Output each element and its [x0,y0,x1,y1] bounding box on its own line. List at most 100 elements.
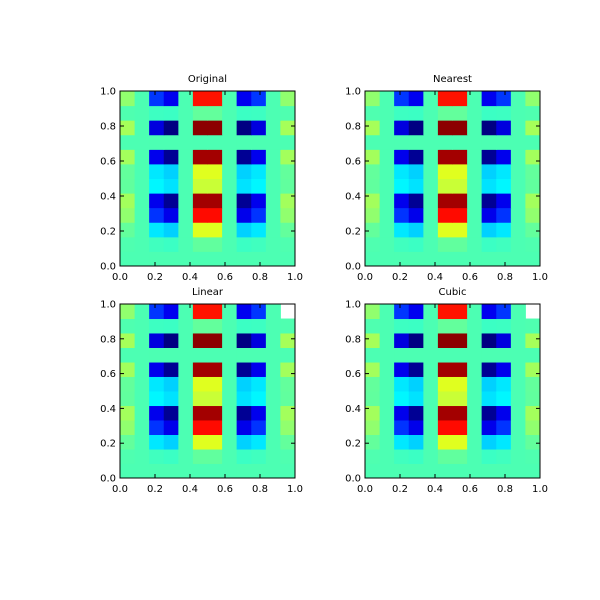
heat-cell [163,236,179,252]
heat-cell [236,449,252,464]
heat-cell [251,419,267,435]
heat-cell [120,449,136,464]
heat-cell [452,362,468,377]
heat-cell [222,178,238,194]
heat-cell [408,391,424,407]
heat-cell [510,318,526,334]
heat-cell [467,318,483,334]
heat-cell [525,405,541,421]
heat-cell [236,178,252,194]
y-tick-label: 0.8 [100,122,116,133]
heat-cell [265,332,281,348]
heat-cell [452,376,468,392]
heat-cell [207,332,223,348]
x-tick-label: 0.6 [462,484,478,495]
heat-cell [178,434,194,450]
heat-cell [452,134,468,150]
heat-cell [149,362,165,377]
axes-frame [119,303,296,479]
heat-cell [222,163,238,179]
heat-cell [467,419,483,435]
heat-cell [236,91,252,107]
heat-cell [134,178,150,194]
heat-cell [251,318,267,334]
heat-cell [207,251,223,267]
heat-cell [192,405,208,421]
heat-cell [510,178,526,194]
heat-cell [423,207,439,223]
heat-cell [452,332,468,348]
heat-cell [452,347,468,363]
heat-cell [365,149,381,165]
heat-cell [467,332,483,348]
heat-cell [394,149,410,165]
heat-cell [236,347,252,363]
heat-cell [120,419,136,435]
heat-cell [149,236,165,252]
heat-cell [408,149,424,165]
heat-cell [379,193,395,209]
heat-cell [379,207,395,223]
heat-cell [365,419,381,435]
heat-cell [365,405,381,421]
heat-cell [192,236,208,252]
heat-cell [178,120,194,136]
heat-cell [510,91,526,107]
heat-cell [265,362,281,377]
heat-cell [437,318,453,334]
heat-cell [365,391,381,407]
heat-cell [394,120,410,136]
heat-cell [408,222,424,238]
heat-cell [222,134,238,150]
x-tick-label: 0.2 [147,484,163,495]
heat-cell [437,105,453,121]
y-tick-label: 0.6 [345,369,361,380]
heat-cell [280,419,296,435]
heat-cell [525,251,541,267]
heat-cell [134,207,150,223]
heat-cell [437,463,453,479]
heat-cell [408,304,424,320]
heat-cell [280,134,296,150]
heat-cell [423,449,439,464]
x-tick-label: 0.8 [252,272,268,283]
heat-cell [510,391,526,407]
y-tick-label: 0.0 [100,262,116,273]
heat-cell [379,391,395,407]
heat-cell [394,304,410,320]
heat-cell [265,449,281,464]
heat-cell [481,362,497,377]
heat-cell [525,163,541,179]
heat-cell [365,362,381,377]
heat-cell [149,376,165,392]
heat-cell [178,304,194,320]
heat-cell [134,347,150,363]
heat-cell [120,434,136,450]
heat-cell [423,304,439,320]
heat-cell [251,163,267,179]
heat-cell [207,134,223,150]
heat-cell [452,419,468,435]
heat-cell [408,347,424,363]
heat-cell [207,318,223,334]
heat-cell [365,207,381,223]
heat-cell [481,376,497,392]
heat-cell [192,149,208,165]
heat-cell [192,376,208,392]
heat-cell [251,449,267,464]
heat-cell [149,347,165,363]
heat-cell [452,105,468,121]
heat-cell [452,178,468,194]
y-tick-label: 0.2 [100,227,116,238]
heat-cell [525,362,541,377]
heat-cell [467,376,483,392]
heat-cell [192,318,208,334]
heat-cell [394,362,410,377]
heat-cell [222,449,238,464]
heat-cell [394,434,410,450]
heat-cell [207,236,223,252]
heat-cell [251,91,267,107]
heat-cell [163,405,179,421]
panel-title: Linear [192,287,224,298]
heat-cell [408,251,424,267]
